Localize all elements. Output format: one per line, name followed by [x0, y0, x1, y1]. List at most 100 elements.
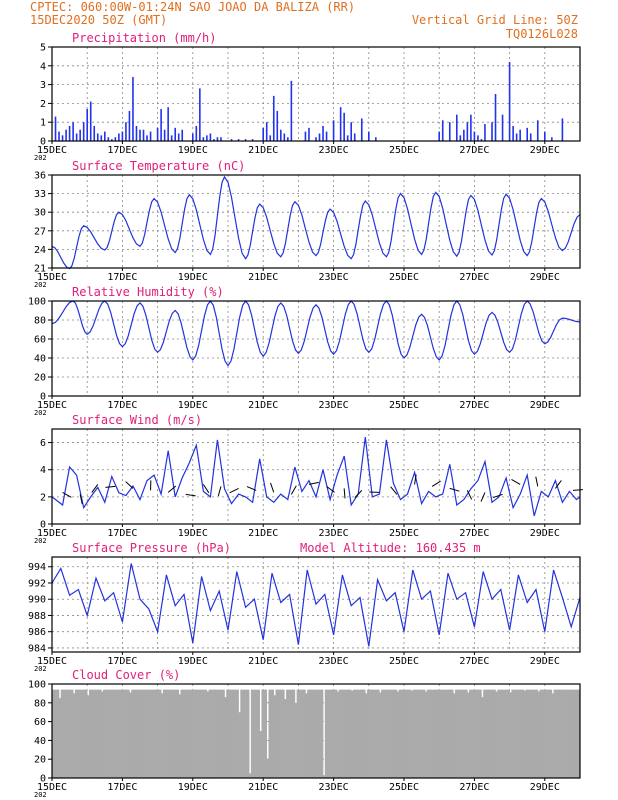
y-tick-label: 60	[34, 717, 46, 728]
precip-bar	[114, 137, 117, 141]
cloud-bar	[453, 693, 456, 778]
cloud-bar	[242, 689, 245, 778]
cloud-bar	[548, 689, 551, 778]
precip-bar	[269, 135, 272, 141]
cloud-bar	[249, 773, 252, 778]
cloud-bar	[363, 689, 366, 778]
x-tick-label: 29DEC	[530, 782, 560, 793]
cloud-bar	[541, 689, 544, 778]
x-tick-label: 19DEC	[178, 528, 208, 539]
cloud-bar	[469, 689, 472, 778]
cloud-bar	[272, 689, 275, 778]
cloud-bar	[352, 689, 356, 778]
precip-bar	[350, 122, 352, 141]
precip-bar	[206, 135, 208, 141]
cloud-bar	[374, 689, 377, 778]
cloud-bar	[389, 689, 392, 778]
precip-bar	[132, 77, 134, 141]
cloud-bar	[66, 689, 69, 778]
cloud-bar	[402, 689, 405, 778]
precip-bar	[82, 122, 85, 141]
x-tick-label: 29DEC	[530, 400, 560, 411]
cloud-bar	[528, 689, 532, 778]
x-tick-label: 21DEC	[248, 782, 278, 793]
cloud-bar	[323, 775, 326, 778]
cloud-bar	[338, 689, 341, 778]
y-tick-label: 24	[34, 245, 46, 256]
cloud-bar	[425, 691, 428, 778]
precip-bar	[353, 133, 356, 141]
cloud-bar	[104, 689, 107, 778]
cloud-bar	[279, 689, 282, 778]
series-line	[51, 437, 581, 517]
cloud-bar	[342, 689, 345, 778]
precip-bar	[484, 124, 486, 141]
cloud-bar	[73, 693, 76, 778]
cloud-bar	[537, 691, 540, 778]
cloud-bar	[335, 689, 338, 778]
cloud-bar	[97, 689, 100, 778]
cloud-bar	[122, 689, 125, 778]
cloud-bar	[212, 689, 215, 778]
cloud-bar	[564, 689, 567, 778]
cloud-bar	[289, 689, 292, 778]
cloud-bar	[572, 689, 576, 778]
precip-bar	[526, 127, 528, 141]
wind-arrow	[290, 485, 297, 495]
y-tick-label: 0	[40, 520, 46, 531]
panel-3: Surface Wind (m/s) 0 2 4 6 15DEC 17DEC 19DEC 21D…	[34, 413, 583, 545]
cloud-bar	[414, 689, 417, 778]
header-date: 15DEC2020 50Z (GMT)	[30, 13, 167, 27]
precip-bar	[118, 133, 120, 141]
cloud-bar	[333, 689, 336, 778]
cloud-bar	[511, 689, 514, 778]
precip-bar	[494, 94, 497, 141]
cloud-bar	[203, 689, 206, 778]
cloud-bar	[152, 689, 155, 778]
precip-bar	[473, 131, 476, 141]
cloud-bar	[393, 689, 396, 778]
precip-bar	[230, 139, 233, 141]
cloud-bar	[555, 689, 558, 778]
x-tick-label: 29DEC	[530, 272, 560, 283]
x-tick-label: 27DEC	[459, 400, 489, 411]
precip-bar	[290, 80, 293, 141]
cloud-bar	[465, 689, 468, 778]
cloud-bar	[360, 689, 363, 778]
x-year-label: 202	[34, 154, 47, 162]
cloud-bar	[189, 689, 192, 778]
cloud-bar	[275, 689, 278, 778]
cloud-bar	[467, 692, 470, 778]
precip-bar	[54, 116, 57, 141]
cloud-bar	[492, 689, 495, 778]
cloud-bar	[206, 691, 209, 778]
panel-2: Relative Humidity (%) 0 20 40 60 80 100 15DEC 17…	[28, 285, 581, 417]
cloud-bar	[407, 689, 410, 778]
cloud-bar	[159, 689, 162, 778]
cloud-bar	[196, 689, 199, 778]
cloud-bar	[305, 693, 308, 778]
cloud-bar	[76, 689, 79, 778]
y-tick-label: 40	[34, 354, 46, 365]
y-tick-label: 27	[34, 226, 46, 237]
cloud-bar	[483, 689, 486, 778]
cloud-bar	[176, 689, 180, 778]
x-tick-label: 19DEC	[178, 400, 208, 411]
cloud-bar	[69, 689, 72, 778]
precip-bar	[283, 133, 286, 141]
cloud-bar	[432, 689, 435, 778]
cloud-bar	[303, 689, 306, 778]
cloud-bar	[337, 691, 340, 778]
precip-bar	[181, 129, 184, 141]
cloud-bar	[166, 689, 169, 778]
cloud-bar	[321, 689, 324, 778]
header-model-id: TQ0126L028	[506, 27, 578, 41]
precip-bar	[142, 129, 145, 141]
x-year-label: 202	[34, 409, 47, 417]
precip-bar	[86, 109, 88, 141]
precip-bar	[561, 118, 564, 141]
precip-bar	[322, 125, 324, 141]
panel-title: Cloud Cover (%)	[72, 668, 180, 682]
cloud-bar	[101, 691, 104, 778]
